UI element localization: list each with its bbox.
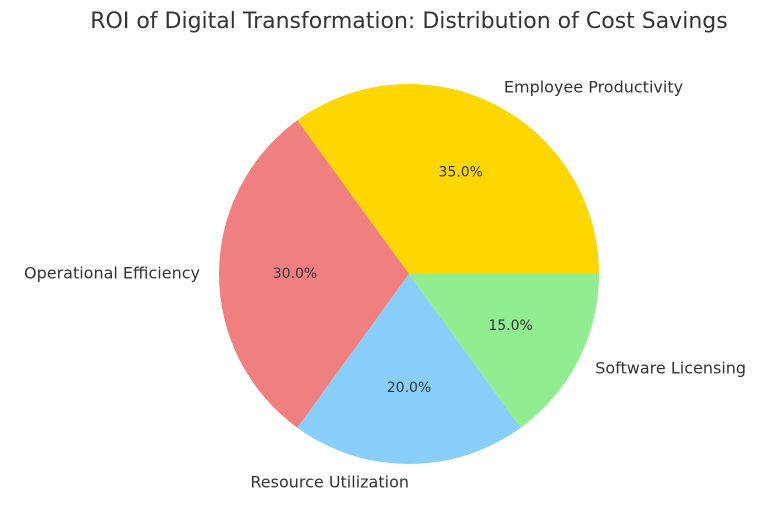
pie-slice-resource-utilization [297, 274, 521, 464]
category-label-employee-productivity: Employee Productivity [504, 77, 683, 96]
pie-slice-software-licensing [409, 274, 599, 428]
pie-slices [219, 83, 599, 464]
pct-label-software-licensing: 15.0% [488, 318, 532, 334]
pct-label-operational-efficiency: 30.0% [273, 266, 317, 282]
pct-label-employee-productivity: 35.0% [439, 164, 483, 180]
chart-title: ROI of Digital Transformation: Distribut… [90, 9, 727, 34]
pie-slice-employee-productivity [297, 83, 599, 274]
pct-label-resource-utilization: 20.0% [387, 380, 431, 396]
pie-labels: 35.0% Employee Productivity 30.0% Operation… [24, 77, 746, 491]
category-label-operational-efficiency: Operational Efficiency [24, 264, 200, 283]
category-label-resource-utilization: Resource Utilization [250, 473, 409, 492]
category-label-software-licensing: Software Licensing [595, 358, 746, 377]
pie-slice-operational-efficiency [219, 120, 409, 428]
